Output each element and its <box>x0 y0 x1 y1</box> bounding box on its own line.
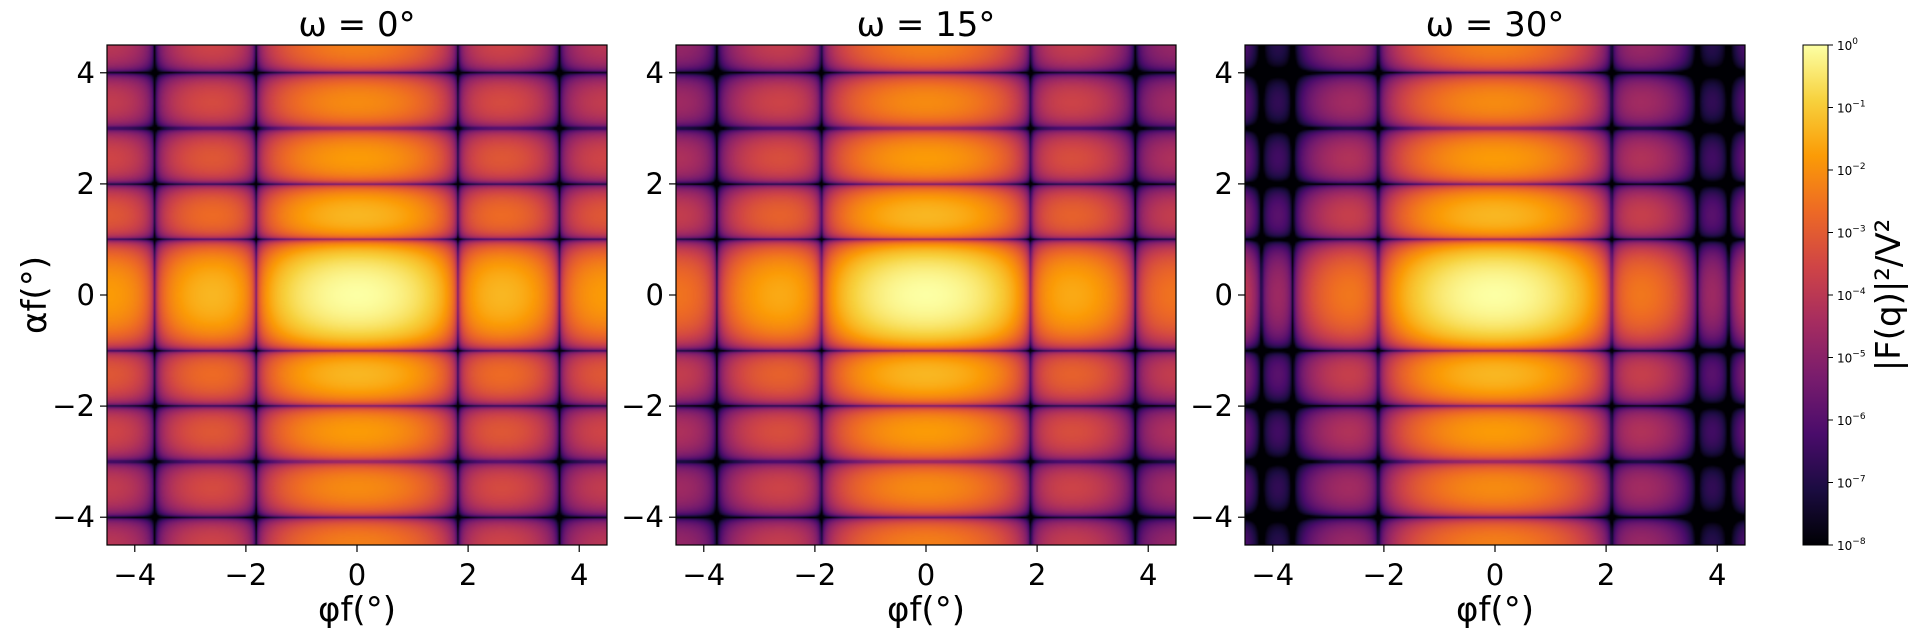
colorbar-tick-label: 10−4 <box>1837 287 1866 303</box>
y-tick-label: −2 <box>52 389 95 423</box>
colorbar: 100 10−1 10−2 10−3 10−4 10−5 10−6 10−7 10−8 |F(q)… <box>1802 37 1909 553</box>
y-axis-label: αf(°) <box>15 256 55 334</box>
x-tick-label: 4 <box>570 558 588 592</box>
y-tick-label: 4 <box>1215 56 1233 90</box>
panel-0: ω = 0° −4 −2 0 2 4 −4 −2 0 2 4 φf(°) αf(°) <box>15 5 608 630</box>
colorbar-tick-label: 100 <box>1837 37 1858 53</box>
colorbar-gradient <box>1802 44 1829 546</box>
panel-title: ω = 0° <box>298 5 415 45</box>
x-tick-label: −2 <box>1363 558 1406 592</box>
y-tick-label: −4 <box>621 500 664 534</box>
y-tick-label: −2 <box>1190 389 1233 423</box>
colorbar-tick-label: 10−5 <box>1837 350 1866 366</box>
x-tick-label: 4 <box>1708 558 1726 592</box>
y-tick-label: 4 <box>77 56 95 90</box>
x-tick-label: −4 <box>682 558 725 592</box>
colorbar-tick-label: 10−3 <box>1837 225 1866 241</box>
panel-title: ω = 30° <box>1426 5 1565 45</box>
x-tick-label: −4 <box>113 558 156 592</box>
y-tick-label: 2 <box>1215 167 1233 201</box>
colorbar-label: |F(q)|²/V² <box>1869 219 1909 372</box>
x-tick-label: −2 <box>225 558 268 592</box>
x-tick-label: 0 <box>348 558 366 592</box>
y-tick-label: 0 <box>77 278 95 312</box>
y-tick-label: −4 <box>1190 500 1233 534</box>
colorbar-tick-label: 10−2 <box>1837 162 1866 178</box>
x-tick-label: 0 <box>917 558 935 592</box>
x-tick-label: 2 <box>459 558 477 592</box>
colorbar-tick-label: 10−6 <box>1837 412 1866 428</box>
x-axis-label: φf(°) <box>1456 590 1534 630</box>
panel-title: ω = 15° <box>857 5 996 45</box>
colorbar-tick-label: 10−1 <box>1837 100 1866 116</box>
heatmap-image <box>1245 45 1745 545</box>
x-tick-label: 0 <box>1486 558 1504 592</box>
y-tick-label: 4 <box>646 56 664 90</box>
panel-2: ω = 30° −4 −2 0 2 4 −4 −2 0 2 4 φf(°) <box>1190 5 1746 630</box>
x-tick-label: 2 <box>1028 558 1046 592</box>
heatmap-image <box>676 45 1176 545</box>
x-tick-label: −4 <box>1251 558 1294 592</box>
panel-1: ω = 15° −4 −2 0 2 4 −4 −2 0 2 4 φf(°) <box>621 5 1177 630</box>
y-tick-label: 0 <box>646 278 664 312</box>
y-tick-label: 2 <box>646 167 664 201</box>
x-axis-label: φf(°) <box>318 590 396 630</box>
x-tick-label: 2 <box>1597 558 1615 592</box>
x-tick-label: 4 <box>1139 558 1157 592</box>
x-tick-label: −2 <box>794 558 837 592</box>
y-tick-label: −4 <box>52 500 95 534</box>
y-tick-label: −2 <box>621 389 664 423</box>
heatmap-image <box>107 45 607 545</box>
y-tick-label: 0 <box>1215 278 1233 312</box>
x-axis-label: φf(°) <box>887 590 965 630</box>
colorbar-tick-label: 10−8 <box>1837 537 1866 553</box>
colorbar-tick-label: 10−7 <box>1837 475 1866 491</box>
y-tick-label: 2 <box>77 167 95 201</box>
